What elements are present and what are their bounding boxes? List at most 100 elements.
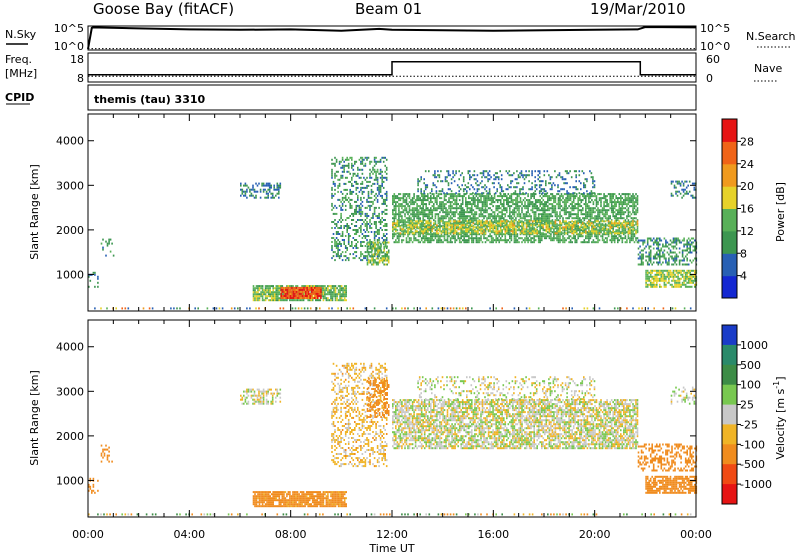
scatter-cell xyxy=(392,217,394,219)
scatter-cell xyxy=(441,197,443,199)
scatter-cell xyxy=(409,207,411,209)
scatter-cell xyxy=(377,233,379,235)
scatter-cell xyxy=(565,201,567,203)
scatter-cell xyxy=(541,224,543,226)
scatter-cell xyxy=(442,209,444,211)
scatter-cell xyxy=(342,203,344,205)
scatter-cell xyxy=(553,228,555,230)
scatter-cell xyxy=(505,226,507,228)
scatter-cell xyxy=(479,209,481,211)
scatter-cell xyxy=(366,227,368,229)
scatter-cell xyxy=(442,190,444,192)
scatter-cell xyxy=(473,199,475,201)
scatter-cell xyxy=(552,207,554,209)
scatter-cell xyxy=(582,195,584,197)
scatter-cell xyxy=(447,211,449,213)
scatter-cell xyxy=(564,209,566,211)
scatter-cell xyxy=(606,233,608,235)
scatter-cell xyxy=(438,241,440,243)
scatter-cell xyxy=(394,205,396,207)
scatter-cell xyxy=(439,241,441,243)
scatter-cell xyxy=(442,241,444,243)
scatter-cell xyxy=(360,169,362,171)
scatter-cell xyxy=(632,239,634,241)
scatter-cell xyxy=(491,241,493,243)
scatter-cell xyxy=(422,203,424,205)
freq-tick-top: 18 xyxy=(70,53,84,66)
scatter-cell xyxy=(407,205,409,207)
scatter-cell xyxy=(492,217,494,219)
scatter-cell xyxy=(565,203,567,205)
scatter-cell xyxy=(332,285,334,287)
scatter-cell xyxy=(481,186,483,188)
scatter-cell xyxy=(593,241,595,243)
scatter-cell xyxy=(407,230,409,232)
scatter-cell xyxy=(518,223,520,225)
scatter-cell xyxy=(421,237,423,239)
scatter-cell xyxy=(552,193,554,195)
scatter-cell xyxy=(544,223,546,225)
scatter-cell xyxy=(628,201,630,203)
scatter-cell xyxy=(429,213,431,215)
scatter-cell xyxy=(599,213,601,215)
scatter-cell xyxy=(342,175,344,177)
scatter-cell xyxy=(367,262,369,264)
scatter-cell xyxy=(430,224,432,226)
scatter-cell xyxy=(539,233,541,235)
scatter-cell xyxy=(450,215,452,217)
scatter-cell xyxy=(341,293,343,295)
scatter-cell xyxy=(500,211,502,213)
scatter-cell xyxy=(448,174,450,176)
scatter-cell xyxy=(260,189,262,191)
scatter-cell xyxy=(488,199,490,201)
scatter-cell xyxy=(491,201,493,203)
scatter-cell xyxy=(430,209,432,211)
scatter-cell xyxy=(317,297,319,299)
scatter-cell xyxy=(427,193,429,195)
scatter-cell xyxy=(337,245,339,247)
scatter-cell xyxy=(617,197,619,199)
scatter-cell xyxy=(530,209,532,211)
scatter-cell xyxy=(552,215,554,217)
scatter-cell xyxy=(362,183,364,185)
scatter-cell xyxy=(381,195,383,197)
scatter-cell xyxy=(483,211,485,213)
scatter-cell xyxy=(625,237,627,239)
scatter-cell xyxy=(343,167,345,169)
scatter-cell xyxy=(597,193,599,195)
scatter-cell xyxy=(508,199,510,201)
scatter-cell xyxy=(368,193,370,195)
scatter-cell xyxy=(470,203,472,205)
scatter-cell xyxy=(567,217,569,219)
scatter-cell xyxy=(637,211,639,213)
scatter-cell xyxy=(435,213,437,215)
scatter-cell xyxy=(485,215,487,217)
scatter-cell xyxy=(356,193,358,195)
scatter-cell xyxy=(460,224,462,226)
scatter-cell xyxy=(530,239,532,241)
scatter-cell xyxy=(614,235,616,237)
scatter-cell xyxy=(339,289,341,291)
scatter-cell xyxy=(410,239,412,241)
scatter-cell xyxy=(451,207,453,209)
scatter-cell xyxy=(506,209,508,211)
scatter-cell xyxy=(279,285,281,287)
scatter-cell xyxy=(450,224,452,226)
scatter-cell xyxy=(526,213,528,215)
scatter-cell xyxy=(468,211,470,213)
scatter-cell xyxy=(337,179,339,181)
scatter-cell xyxy=(324,295,326,297)
scatter-cell xyxy=(593,203,595,205)
scatter-cell xyxy=(444,239,446,241)
scatter-cell xyxy=(454,207,456,209)
scatter-cell xyxy=(360,229,362,231)
scatter-cell xyxy=(619,207,621,209)
scatter-cell xyxy=(337,239,339,241)
scatter-cell xyxy=(489,192,491,194)
scatter-cell xyxy=(340,207,342,209)
scatter-cell xyxy=(456,233,458,235)
scatter-cell xyxy=(600,211,602,213)
scatter-cell xyxy=(453,193,455,195)
scatter-cell xyxy=(538,209,540,211)
scatter-cell xyxy=(340,255,342,257)
